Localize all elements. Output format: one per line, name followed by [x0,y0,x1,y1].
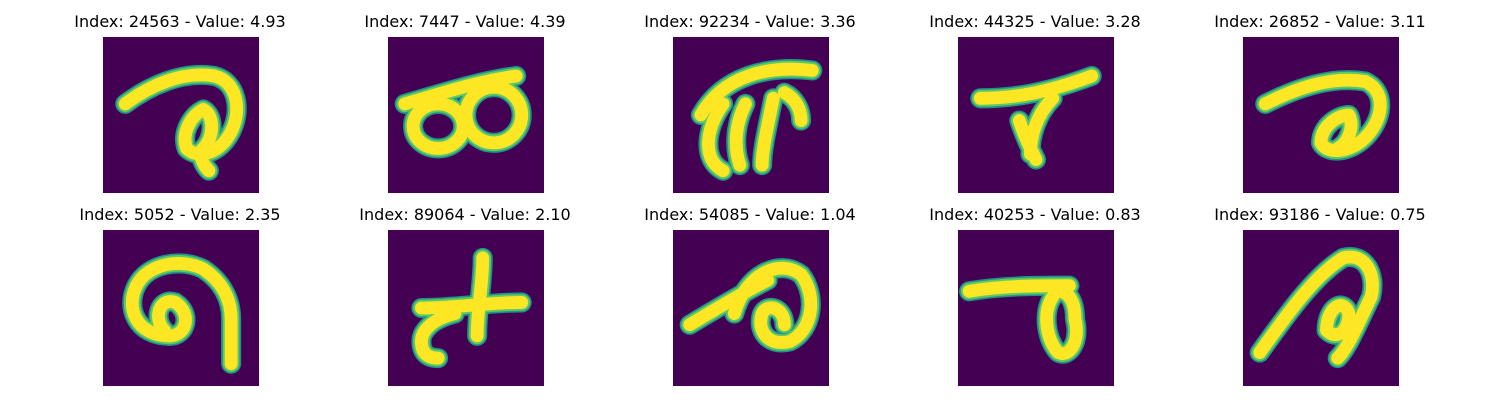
digit-stroke [1249,247,1383,369]
panel-title: Index: 24563 - Value: 4.93 [74,12,286,31]
digit-panel: Index: 24563 - Value: 4.93 [74,12,286,193]
digit-panel: Index: 44325 - Value: 3.28 [929,12,1141,193]
digit-panel: Index: 26852 - Value: 3.11 [1214,12,1426,193]
panel-title: Index: 93186 - Value: 0.75 [1214,205,1426,224]
digit-image [958,37,1114,193]
digit-panel: Index: 92234 - Value: 3.36 [644,12,856,193]
panel-title: Index: 40253 - Value: 0.83 [929,205,1141,224]
digit-image [388,37,544,193]
digit-stroke [690,59,823,181]
digit-image [1243,37,1399,193]
digit-stroke [1255,70,1391,161]
digit-stroke [394,65,532,159]
digit-panel: Index: 89064 - Value: 2.10 [359,205,571,386]
digit-stroke [970,65,1102,170]
digit-panel: Index: 5052 - Value: 2.35 [79,205,281,386]
digit-stroke [411,247,532,369]
digit-image [388,230,544,386]
digit-stroke [115,64,247,181]
panel-title: Index: 26852 - Value: 3.11 [1214,12,1426,31]
digit-panel: Index: 40253 - Value: 0.83 [929,205,1141,386]
panel-title: Index: 54085 - Value: 1.04 [644,205,856,224]
digit-image [673,37,829,193]
digit-image [673,230,829,386]
digit-panel: Index: 7447 - Value: 4.39 [364,12,566,193]
image-background [958,230,1114,386]
digit-panel: Index: 93186 - Value: 0.75 [1214,205,1426,386]
digit-image [958,230,1114,386]
digit-image [1243,230,1399,386]
panel-title: Index: 5052 - Value: 2.35 [79,205,281,224]
panel-title: Index: 89064 - Value: 2.10 [359,205,571,224]
digit-stroke [679,258,821,353]
digit-image [103,230,259,386]
digit-panel: Index: 54085 - Value: 1.04 [644,205,856,386]
digit-stroke [959,275,1087,364]
panel-title: Index: 92234 - Value: 3.36 [644,12,856,31]
digit-stroke [122,253,242,374]
panel-title: Index: 7447 - Value: 4.39 [364,12,566,31]
panel-title: Index: 44325 - Value: 3.28 [929,12,1141,31]
digit-image [103,37,259,193]
